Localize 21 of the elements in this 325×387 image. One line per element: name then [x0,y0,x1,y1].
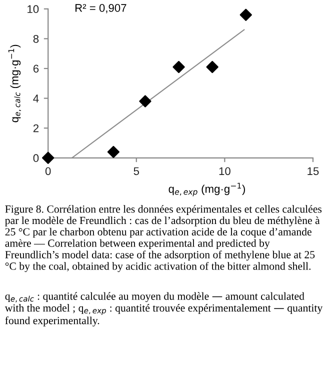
annotation: R² = 0,907 [76,4,126,14]
y-tick-label: 10 [28,5,39,14]
y-tick-label: 2 [33,124,39,132]
caption: Figure 8. Corrélation entre les données expérimentales et celles calculées par le modèle de Freundlich : cas de l’adsorption du bleu de méthylène à 25 °C par le charbon obtenu par activation acide de la coque d’amande amère — Correlation between experimental and predicted by Freundlich’s model data: case of the adsorption of methylene blue at 25 °C by the coal, obtained by acidic activation of the bitter almond shell. [5,205,322,272]
point [42,152,54,164]
y-axis-title: q$_{e,calc}$ (mg·g$^{−1}$) [8,44,22,122]
x-tick-label: 5 [134,167,140,176]
y-tick-label: 8 [33,34,39,43]
point [139,95,152,108]
y-tick-label: 4 [33,94,39,102]
point [240,8,252,21]
y-tick-label: 0 [33,154,39,162]
x-tick-label: 10 [219,167,230,176]
x-tick-label: 0 [45,167,51,176]
point [107,146,120,158]
x-axis-title: q$_{e,exp}$ (mg·g$^{−1}$) [168,182,245,196]
x-tick-label: 15 [308,167,319,176]
point [206,60,218,74]
point [172,60,185,74]
text: q$_{e,calc}$ : quantité calculée au moyen du modèle — amount calculated with the model ; q$_{e,exp}$ : quantité trouvée expérimentalement — quantity found experimentally. [4,292,323,326]
y-tick-label: 6 [33,64,39,73]
